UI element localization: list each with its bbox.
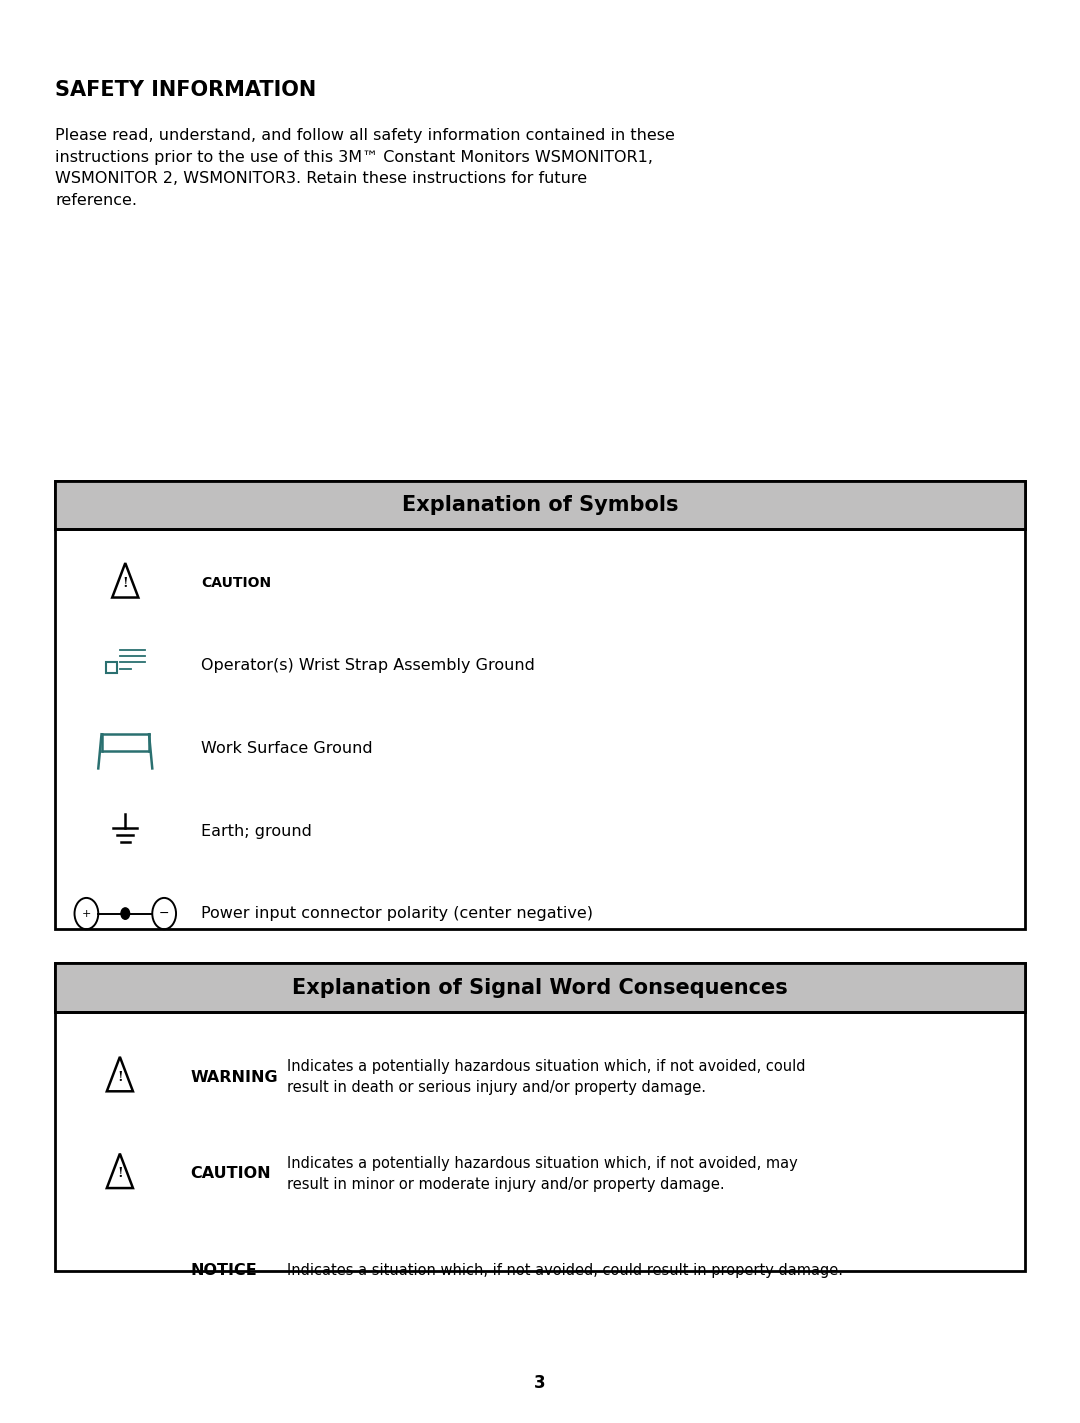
- Text: SAFETY INFORMATION: SAFETY INFORMATION: [55, 80, 316, 100]
- Text: Indicates a situation which, if not avoided, could result in property damage.: Indicates a situation which, if not avoi…: [287, 1264, 843, 1278]
- Bar: [55, 481, 1025, 529]
- Text: −: −: [159, 906, 170, 921]
- Bar: [55, 963, 1025, 1012]
- Text: Indicates a potentially hazardous situation which, if not avoided, could
result : Indicates a potentially hazardous situat…: [287, 1059, 806, 1096]
- Text: !: !: [117, 1070, 123, 1084]
- Text: Work Surface Ground: Work Surface Ground: [201, 741, 373, 756]
- Circle shape: [121, 908, 130, 919]
- Text: !: !: [122, 576, 129, 591]
- Text: WARNING: WARNING: [190, 1070, 278, 1084]
- Text: !: !: [117, 1167, 123, 1181]
- Text: Power input connector polarity (center negative): Power input connector polarity (center n…: [201, 906, 593, 921]
- Bar: [55, 481, 1025, 929]
- Text: Explanation of Signal Word Consequences: Explanation of Signal Word Consequences: [292, 978, 788, 998]
- Bar: [55, 963, 1025, 1271]
- Text: Explanation of Symbols: Explanation of Symbols: [402, 495, 678, 515]
- Text: Please read, understand, and follow all safety information contained in these
in: Please read, understand, and follow all …: [55, 128, 675, 208]
- Text: Indicates a potentially hazardous situation which, if not avoided, may
result in: Indicates a potentially hazardous situat…: [287, 1155, 798, 1192]
- Text: +: +: [82, 908, 91, 919]
- Text: 3: 3: [535, 1375, 545, 1392]
- Bar: [106, 662, 117, 673]
- Text: Earth; ground: Earth; ground: [201, 824, 312, 838]
- Text: CAUTION: CAUTION: [190, 1167, 271, 1181]
- Text: CAUTION: CAUTION: [201, 576, 271, 591]
- Text: Operator(s) Wrist Strap Assembly Ground: Operator(s) Wrist Strap Assembly Ground: [201, 659, 535, 673]
- Text: NOTICE: NOTICE: [190, 1264, 257, 1278]
